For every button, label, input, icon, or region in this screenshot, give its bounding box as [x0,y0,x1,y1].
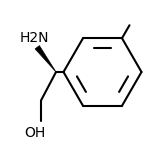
Text: OH: OH [24,126,46,140]
Text: H2N: H2N [20,30,49,45]
Polygon shape [35,46,56,72]
